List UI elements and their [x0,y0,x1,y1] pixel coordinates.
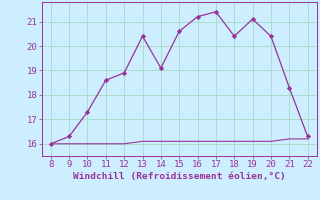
X-axis label: Windchill (Refroidissement éolien,°C): Windchill (Refroidissement éolien,°C) [73,172,285,181]
